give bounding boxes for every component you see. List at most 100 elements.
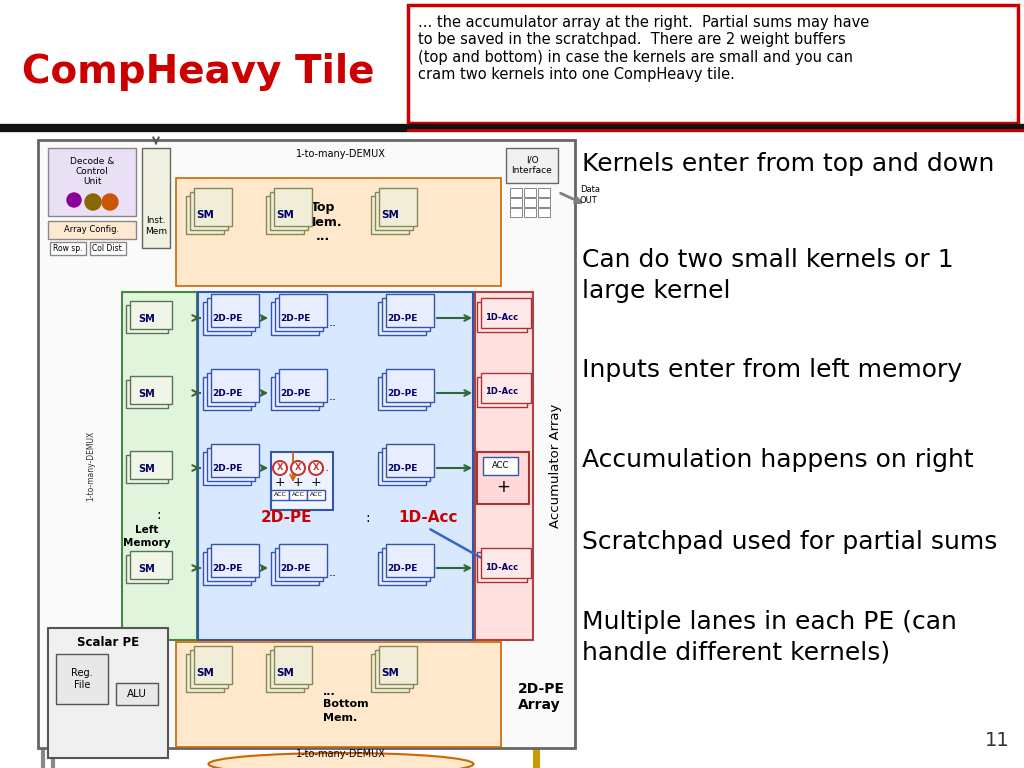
Text: Array Config.: Array Config. xyxy=(65,226,120,234)
FancyBboxPatch shape xyxy=(271,490,289,500)
FancyBboxPatch shape xyxy=(379,646,417,684)
FancyBboxPatch shape xyxy=(275,298,323,331)
Text: Scratchpad used for partial sums: Scratchpad used for partial sums xyxy=(582,530,997,554)
Text: +: + xyxy=(274,475,286,488)
Text: Can do two small kernels or 1
large kernel: Can do two small kernels or 1 large kern… xyxy=(582,248,953,303)
FancyBboxPatch shape xyxy=(176,178,501,286)
Circle shape xyxy=(309,461,323,475)
Ellipse shape xyxy=(209,753,473,768)
Text: :: : xyxy=(157,508,162,522)
Text: Unit: Unit xyxy=(83,177,101,186)
Text: 2D-PE: 2D-PE xyxy=(280,564,310,573)
FancyBboxPatch shape xyxy=(386,294,434,327)
Text: +: + xyxy=(310,475,322,488)
FancyBboxPatch shape xyxy=(126,455,168,483)
FancyBboxPatch shape xyxy=(483,457,518,475)
FancyBboxPatch shape xyxy=(538,208,550,217)
FancyBboxPatch shape xyxy=(203,452,251,485)
Text: 2D-PE: 2D-PE xyxy=(387,314,417,323)
Text: ACC: ACC xyxy=(492,462,509,471)
Text: SM: SM xyxy=(276,210,294,220)
FancyBboxPatch shape xyxy=(477,452,529,504)
Ellipse shape xyxy=(209,156,473,178)
FancyBboxPatch shape xyxy=(386,544,434,577)
FancyBboxPatch shape xyxy=(279,294,327,327)
FancyBboxPatch shape xyxy=(130,451,172,479)
Text: :: : xyxy=(366,511,371,525)
FancyBboxPatch shape xyxy=(56,654,108,704)
Text: I/O
Interface: I/O Interface xyxy=(512,156,552,175)
FancyBboxPatch shape xyxy=(510,198,522,207)
Text: X: X xyxy=(276,464,284,472)
FancyBboxPatch shape xyxy=(477,377,527,407)
FancyBboxPatch shape xyxy=(130,551,172,579)
FancyBboxPatch shape xyxy=(475,292,534,640)
Polygon shape xyxy=(80,292,118,640)
Text: SM: SM xyxy=(138,564,156,574)
Text: Scalar PE: Scalar PE xyxy=(77,635,139,648)
Text: +: + xyxy=(496,478,510,496)
FancyBboxPatch shape xyxy=(382,298,430,331)
Text: Control: Control xyxy=(76,167,109,177)
Text: Decode &: Decode & xyxy=(70,157,115,167)
FancyBboxPatch shape xyxy=(207,298,255,331)
FancyBboxPatch shape xyxy=(382,373,430,406)
Text: 1D-Acc: 1D-Acc xyxy=(485,388,518,396)
FancyBboxPatch shape xyxy=(524,188,536,197)
FancyBboxPatch shape xyxy=(378,452,426,485)
FancyBboxPatch shape xyxy=(271,377,319,410)
FancyBboxPatch shape xyxy=(126,555,168,583)
FancyBboxPatch shape xyxy=(271,302,319,335)
FancyBboxPatch shape xyxy=(211,444,259,477)
Text: SM: SM xyxy=(381,210,399,220)
Text: Bottom: Bottom xyxy=(323,699,369,709)
Text: SM: SM xyxy=(138,314,156,324)
FancyBboxPatch shape xyxy=(198,292,473,640)
FancyBboxPatch shape xyxy=(538,188,550,197)
FancyBboxPatch shape xyxy=(203,302,251,335)
Text: CompHeavy Tile: CompHeavy Tile xyxy=(22,53,375,91)
FancyBboxPatch shape xyxy=(279,369,327,402)
Circle shape xyxy=(102,194,118,210)
Text: Mem.: Mem. xyxy=(323,713,357,723)
FancyBboxPatch shape xyxy=(126,380,168,408)
FancyBboxPatch shape xyxy=(48,148,136,216)
FancyBboxPatch shape xyxy=(382,548,430,581)
Text: 2D-PE: 2D-PE xyxy=(387,464,417,473)
FancyBboxPatch shape xyxy=(378,377,426,410)
Text: Reg.
File: Reg. File xyxy=(72,668,93,690)
Text: ACC: ACC xyxy=(273,492,287,498)
FancyBboxPatch shape xyxy=(270,650,308,688)
FancyBboxPatch shape xyxy=(289,490,307,500)
Text: 2D-PE: 2D-PE xyxy=(280,314,310,323)
Text: 2D-PE: 2D-PE xyxy=(212,389,243,398)
Text: Left: Left xyxy=(135,525,159,535)
FancyBboxPatch shape xyxy=(274,646,312,684)
FancyBboxPatch shape xyxy=(116,683,158,705)
FancyBboxPatch shape xyxy=(408,5,1018,123)
FancyBboxPatch shape xyxy=(477,302,527,332)
Text: ... the accumulator array at the right.  Partial sums may have
to be saved in th: ... the accumulator array at the right. … xyxy=(418,15,869,82)
FancyBboxPatch shape xyxy=(194,188,232,226)
FancyBboxPatch shape xyxy=(371,196,409,234)
Circle shape xyxy=(85,194,101,210)
Text: ACC: ACC xyxy=(292,492,304,498)
FancyBboxPatch shape xyxy=(279,544,327,577)
Text: Col Dist.: Col Dist. xyxy=(92,244,124,253)
Text: X: X xyxy=(312,464,319,472)
Text: 11: 11 xyxy=(985,731,1010,750)
FancyBboxPatch shape xyxy=(266,196,304,234)
FancyBboxPatch shape xyxy=(506,148,558,183)
FancyBboxPatch shape xyxy=(271,452,333,510)
Text: Accumulation happens on right: Accumulation happens on right xyxy=(582,448,974,472)
Text: Accumulator Array: Accumulator Array xyxy=(550,404,562,528)
FancyBboxPatch shape xyxy=(130,376,172,404)
Text: Kernels enter from top and down: Kernels enter from top and down xyxy=(582,152,994,176)
Text: Row sp.: Row sp. xyxy=(53,244,83,253)
Text: 1-to-many-DEMUX: 1-to-many-DEMUX xyxy=(296,149,386,159)
Text: 2D-PE: 2D-PE xyxy=(212,464,243,473)
FancyBboxPatch shape xyxy=(307,490,325,500)
Text: ..: .. xyxy=(329,316,337,329)
FancyBboxPatch shape xyxy=(48,628,168,758)
Text: ...: ... xyxy=(315,230,330,243)
